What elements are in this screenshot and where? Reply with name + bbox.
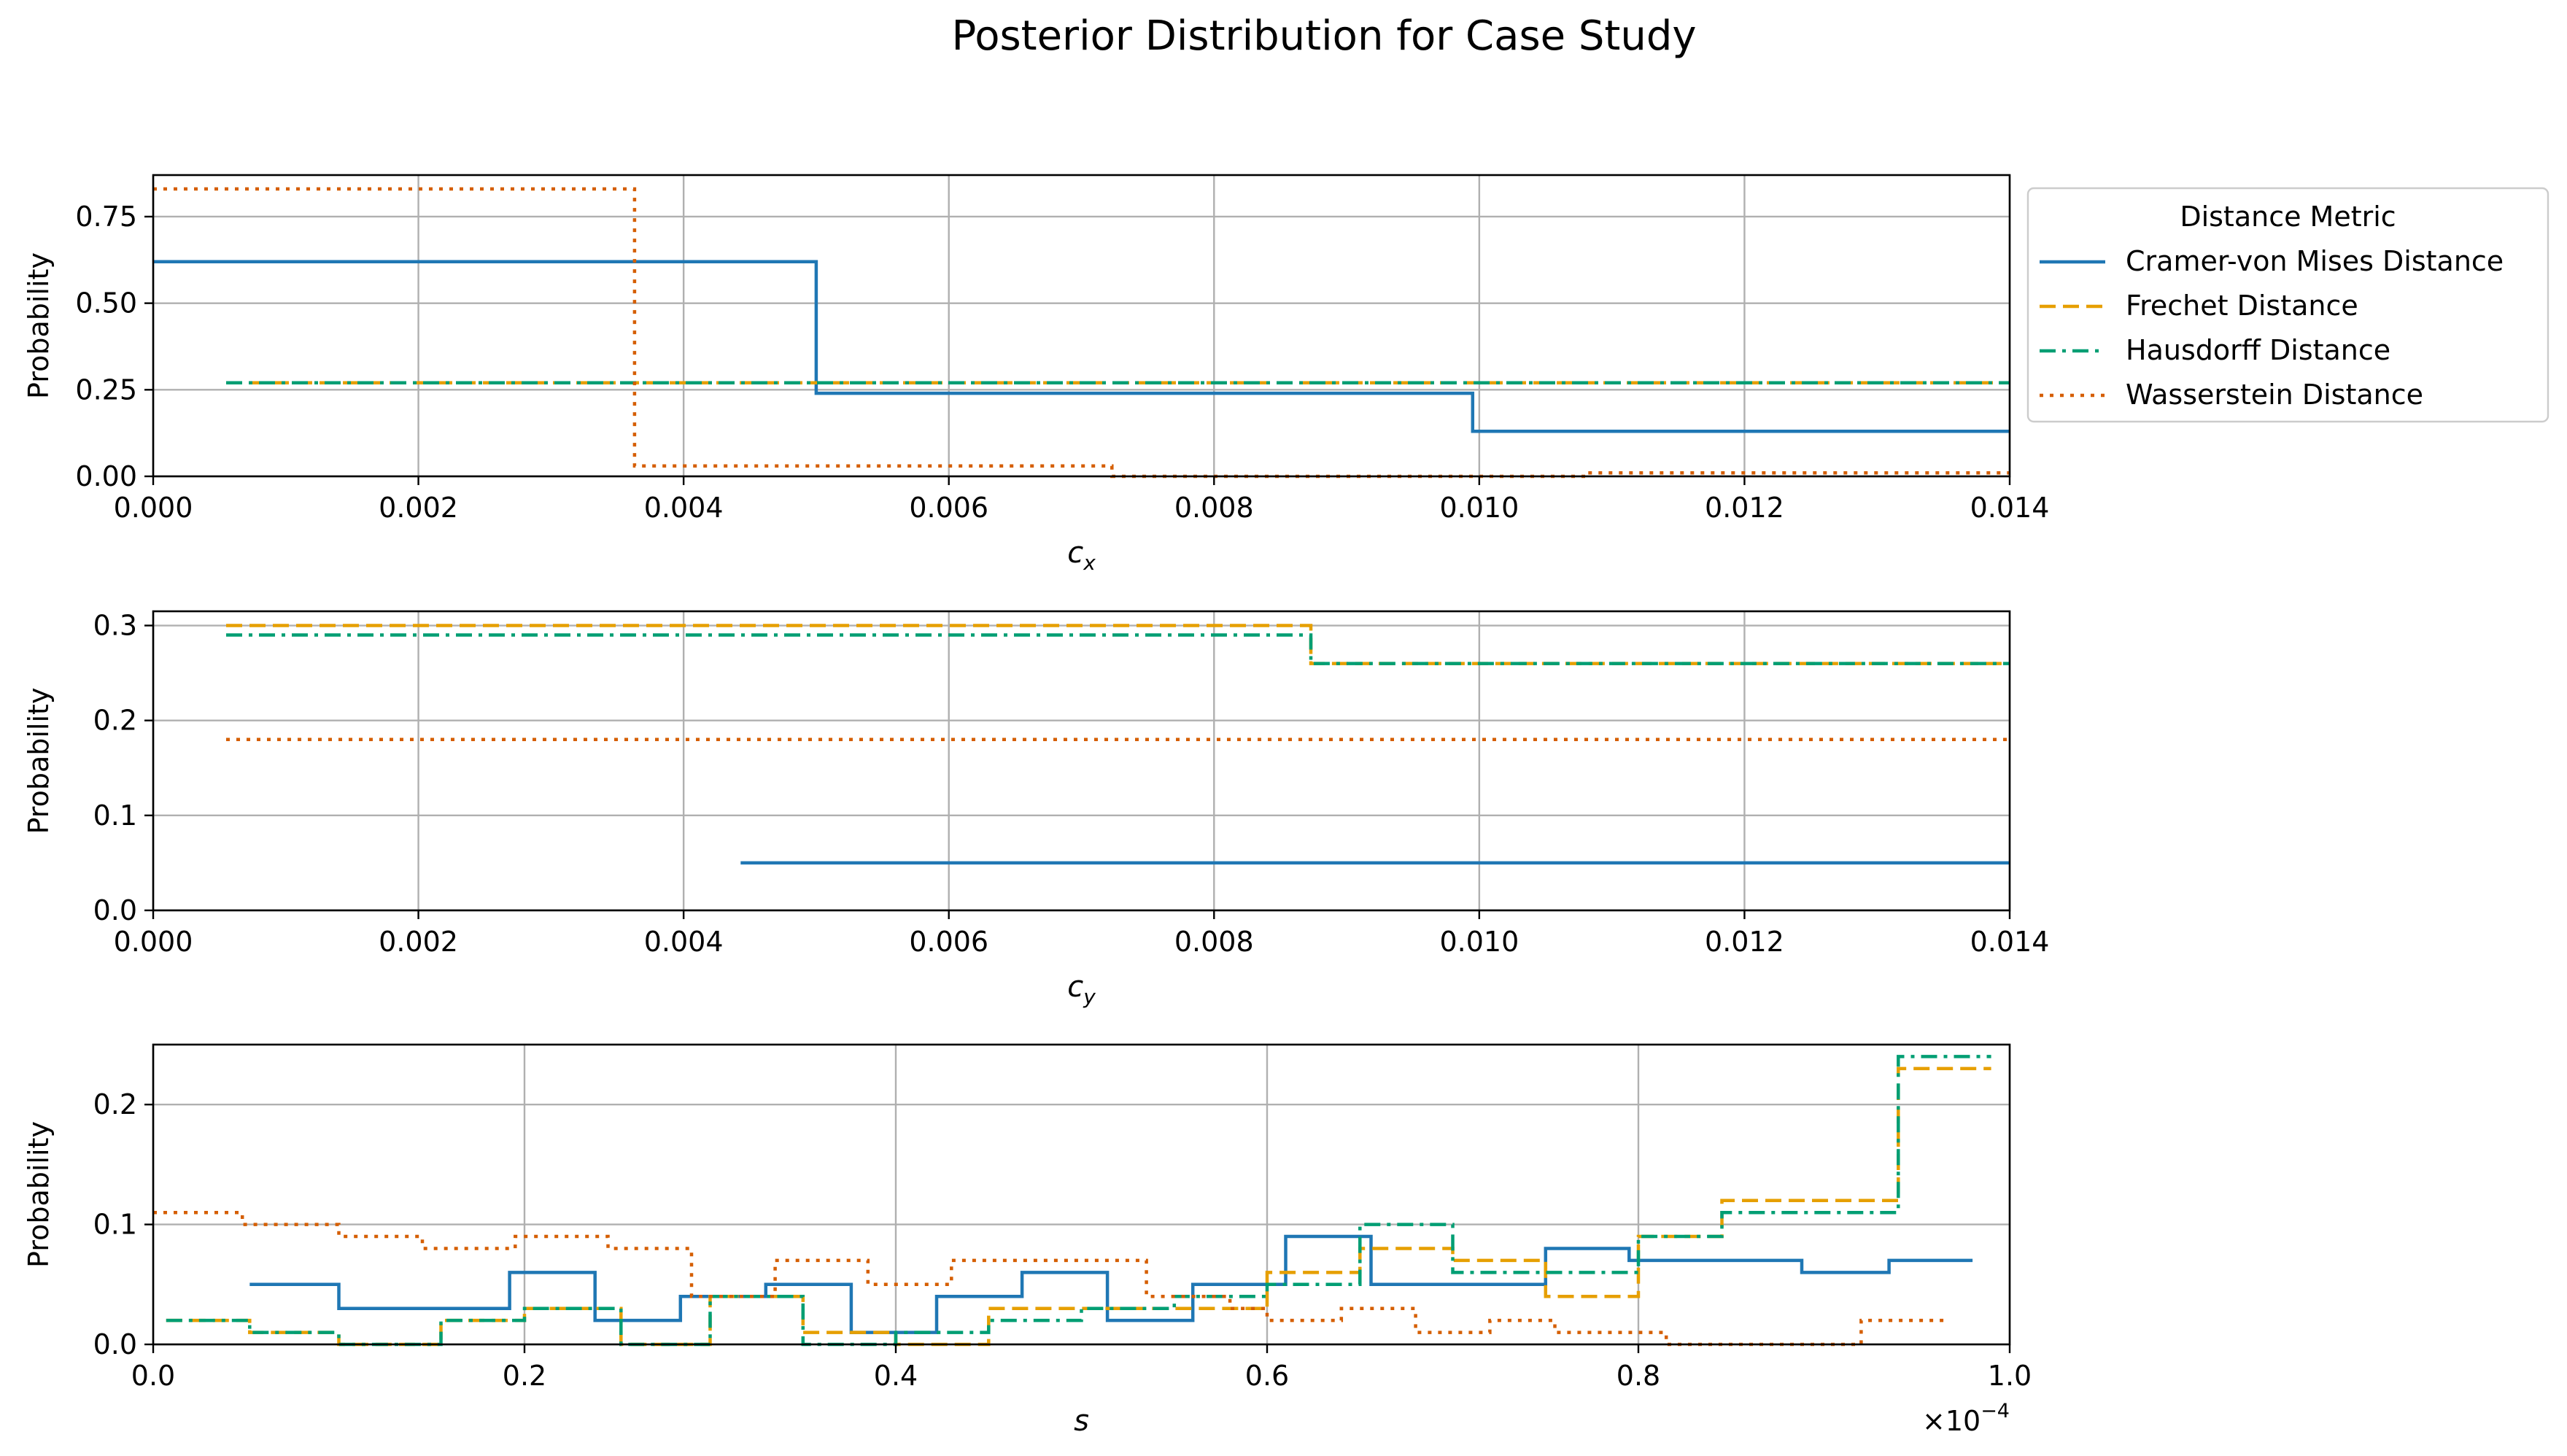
series-cramer-von-mises-distance	[153, 260, 2010, 433]
y-tick-label: 0.2	[93, 1088, 137, 1120]
y-tick-label: 0.0	[93, 894, 137, 926]
legend-label-cramer-von-mises-distance: Cramer-von Mises Distance	[2126, 245, 2504, 277]
x-tick-label: 0.006	[909, 492, 988, 524]
x-tick-label: 0.012	[1705, 492, 1784, 524]
x-tick-label: 0.002	[379, 926, 458, 958]
x-tick-label: 1.0	[1988, 1360, 2032, 1392]
y-tick-label: 0.1	[93, 1209, 137, 1241]
x-tick-label: 0.014	[1970, 492, 2050, 524]
y-axis-label: Probability	[23, 688, 55, 835]
panel-cx: 0.000 0.002 0.004 0.006 0.008 0.010 0.012 0.014…	[23, 174, 2050, 575]
axes-frame	[152, 1043, 2011, 1346]
panel-cy: 0.000 0.002 0.004 0.006 0.008 0.010 0.012 0.014…	[23, 610, 2049, 1009]
legend-title: Distance Metric	[2180, 201, 2396, 233]
y-tick-label: 0.75	[75, 201, 137, 233]
legend-frame	[2026, 187, 2549, 423]
x-axis-label: s	[1074, 1404, 1089, 1438]
y-axis-label: Probability	[23, 252, 55, 399]
series-cramer-von-mises-distance	[249, 1234, 1973, 1334]
x-tick-label: 0.4	[874, 1360, 918, 1392]
axes-frame	[152, 174, 2011, 478]
x-tick-label: 0.010	[1439, 926, 1519, 958]
x-tick-label: 0.2	[503, 1360, 546, 1392]
x-tick-label: 0.8	[1617, 1360, 1660, 1392]
axes-frame	[152, 610, 2011, 912]
x-tick-label: 0.008	[1174, 492, 1254, 524]
legend-label-wasserstein-distance: Wasserstein Distance	[2126, 379, 2423, 411]
y-tick-label: 0.3	[93, 610, 137, 642]
x-tick-label: 0.0	[131, 1360, 175, 1392]
x-offset-text: ×10−4	[1922, 1400, 2010, 1437]
y-tick-label: 0.25	[75, 373, 137, 406]
legend: Distance Metric Cramer-von Mises Distance…	[2026, 187, 2549, 423]
y-axis-label: Probability	[23, 1121, 55, 1268]
x-tick-label: 0.002	[379, 492, 458, 524]
series-hausdorff-distance	[226, 633, 2010, 665]
x-tick-label: 0.004	[644, 926, 724, 958]
x-tick-label: 0.000	[114, 492, 193, 524]
x-axis-label: cx	[1067, 536, 1096, 575]
x-tick-label: 0.010	[1439, 492, 1519, 524]
chart-title: Posterior Distribution for Case Study	[951, 12, 1696, 60]
y-tick-label: 0.0	[93, 1328, 137, 1360]
y-tick-label: 0.00	[75, 460, 137, 492]
x-tick-label: 0.6	[1245, 1360, 1289, 1392]
legend-label-hausdorff-distance: Hausdorff Distance	[2126, 334, 2390, 366]
legend-label-frechet-distance: Frechet Distance	[2126, 290, 2358, 322]
x-tick-label: 0.004	[644, 492, 724, 524]
y-tick-label: 0.1	[93, 799, 137, 832]
panel-s: 0.0 0.2 0.4 0.6 0.8 1.0 0.0 0.1 0.2 Probability s ×…	[23, 1043, 2032, 1438]
x-tick-label: 0.000	[114, 926, 193, 958]
x-axis-label: cy	[1067, 970, 1096, 1009]
y-tick-label: 0.2	[93, 705, 137, 737]
x-tick-label: 0.014	[1970, 926, 2050, 958]
x-tick-label: 0.006	[909, 926, 988, 958]
y-tick-label: 0.50	[75, 287, 137, 320]
x-tick-label: 0.012	[1705, 926, 1784, 958]
x-tick-label: 0.008	[1174, 926, 1254, 958]
